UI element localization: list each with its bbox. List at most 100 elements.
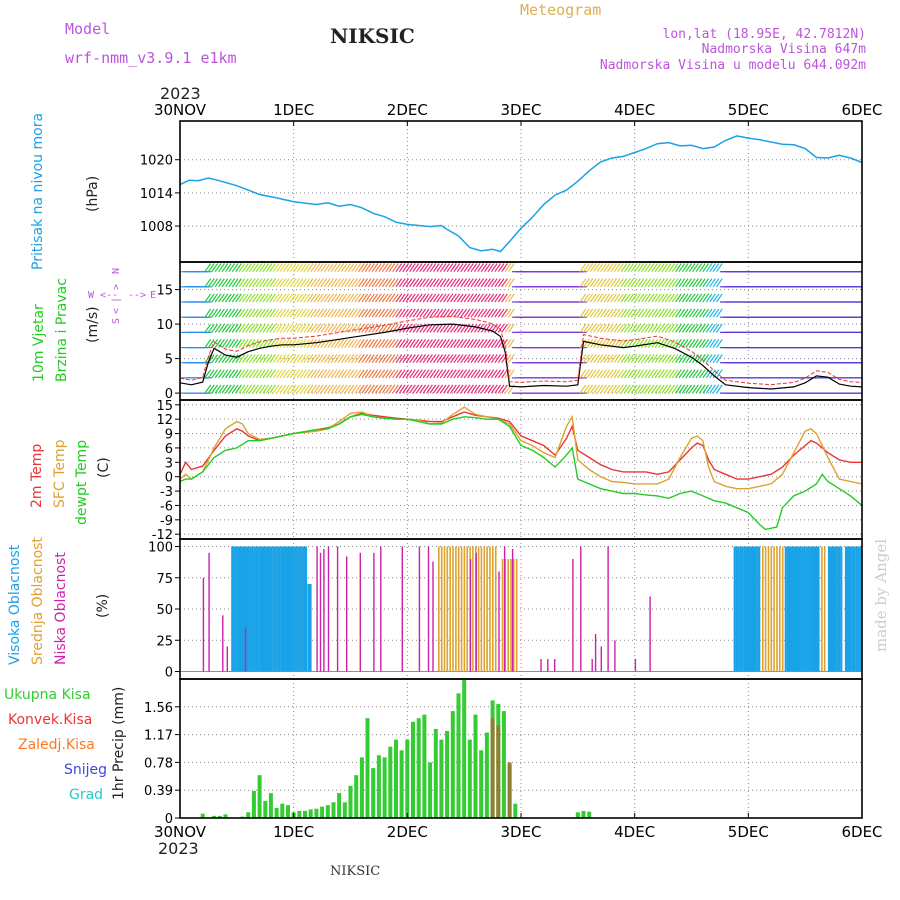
wind-barb bbox=[282, 323, 290, 333]
precip-bar bbox=[200, 813, 205, 818]
wind-barb bbox=[310, 323, 317, 333]
wind-barb bbox=[398, 354, 406, 364]
wind-barb bbox=[484, 278, 491, 288]
wind-barb bbox=[320, 323, 328, 333]
wind-barb bbox=[603, 293, 611, 303]
wind-barb bbox=[381, 339, 389, 348]
wind-barb bbox=[262, 354, 270, 364]
wind-barb bbox=[354, 354, 362, 364]
wind-barb bbox=[450, 263, 457, 273]
ytick-label-temperature: -12 bbox=[152, 528, 173, 543]
wind-barb bbox=[623, 323, 631, 333]
wind-barb bbox=[225, 323, 232, 333]
wind-barb bbox=[463, 263, 471, 273]
wind-barb bbox=[637, 323, 645, 333]
cloud-mid-bar bbox=[492, 546, 494, 672]
wind-barb bbox=[685, 369, 693, 379]
cloud-high-bar bbox=[233, 546, 236, 672]
wind-barb bbox=[699, 323, 706, 333]
cloud-high-bar bbox=[803, 546, 806, 672]
cloud-high-bar bbox=[251, 546, 254, 672]
wind-barb bbox=[378, 369, 386, 379]
precip-bar bbox=[263, 800, 268, 818]
wind-barb bbox=[610, 369, 617, 379]
wind-barb bbox=[259, 308, 266, 318]
wind-barb bbox=[497, 278, 505, 288]
wind-barb bbox=[262, 384, 270, 394]
wind-barb bbox=[484, 263, 491, 273]
ytick-label-pressure: 1020 bbox=[140, 154, 173, 169]
wind-barb bbox=[443, 278, 450, 288]
precip-bar bbox=[337, 793, 342, 818]
wind-barb bbox=[265, 323, 273, 333]
wind-barb bbox=[671, 263, 679, 273]
precip-bar bbox=[422, 714, 427, 818]
wind-barb bbox=[450, 293, 457, 303]
cloud-high-bar bbox=[300, 546, 303, 672]
wind-barb bbox=[211, 384, 219, 394]
wind-barb bbox=[419, 293, 427, 303]
wind-barb bbox=[337, 354, 345, 364]
cloud-low-bar bbox=[202, 577, 205, 672]
wind-barb bbox=[221, 263, 229, 273]
wind-barb bbox=[296, 263, 304, 273]
cloud-low-bar bbox=[614, 640, 616, 672]
wind-barb bbox=[617, 263, 624, 273]
wind-barb bbox=[463, 308, 471, 318]
wind-barb bbox=[630, 308, 638, 318]
wind-barb bbox=[293, 354, 300, 364]
cloud-low-bar bbox=[418, 546, 421, 672]
wind-barb bbox=[235, 323, 242, 333]
wind-barb bbox=[351, 263, 358, 273]
wind-barb bbox=[583, 354, 590, 364]
wind-barb bbox=[699, 369, 706, 379]
cloud-mid-bar bbox=[477, 546, 480, 672]
wind-barb bbox=[453, 263, 461, 273]
wind-barb bbox=[606, 369, 614, 379]
wind-barb bbox=[443, 293, 450, 303]
wind-barb bbox=[583, 263, 590, 273]
wind-barb bbox=[439, 369, 447, 379]
wind-barb bbox=[654, 278, 662, 288]
wind-barb bbox=[310, 278, 317, 288]
cloud-low-bar bbox=[327, 546, 330, 672]
wind-barb bbox=[651, 293, 658, 303]
wind-barb bbox=[214, 278, 222, 288]
wind-barb bbox=[630, 384, 638, 394]
cloud-high-bar bbox=[245, 546, 248, 672]
cloud-low-bar bbox=[316, 546, 318, 672]
wind-barb bbox=[501, 384, 508, 394]
wind-barb bbox=[337, 278, 345, 288]
wind-barb bbox=[368, 369, 375, 379]
wind-barb bbox=[712, 293, 720, 303]
wind-barb bbox=[317, 384, 324, 394]
wind-barb bbox=[705, 308, 713, 318]
wind-barb bbox=[330, 323, 338, 333]
wind-barb bbox=[340, 369, 348, 379]
precip-bar bbox=[223, 814, 228, 818]
wind-barb bbox=[630, 263, 638, 273]
wind-barb bbox=[358, 369, 365, 379]
wind-barb bbox=[477, 293, 484, 303]
wind-barb bbox=[300, 369, 307, 379]
wind-barb bbox=[654, 369, 662, 379]
wind-barb bbox=[699, 293, 706, 303]
cloud-mid-bar bbox=[446, 546, 449, 672]
xtick-label-top: 4DEC bbox=[614, 101, 655, 119]
wind-barb bbox=[456, 384, 464, 394]
wind-barb bbox=[668, 308, 675, 318]
precip-bar bbox=[365, 718, 370, 818]
wind-barb bbox=[358, 293, 365, 303]
precip-bar bbox=[280, 803, 285, 818]
wind-barb bbox=[600, 339, 607, 348]
cloud-mid-bar bbox=[463, 546, 466, 672]
wind-barb bbox=[340, 293, 348, 303]
cloud-high-bar bbox=[278, 546, 281, 672]
wind-barb bbox=[255, 384, 263, 394]
wind-barb bbox=[637, 384, 645, 394]
wind-barb bbox=[204, 323, 212, 333]
wind-barb bbox=[460, 384, 467, 394]
cloud-high-bar bbox=[829, 546, 833, 672]
wind-barb bbox=[487, 308, 495, 318]
wind-barb bbox=[480, 308, 488, 318]
